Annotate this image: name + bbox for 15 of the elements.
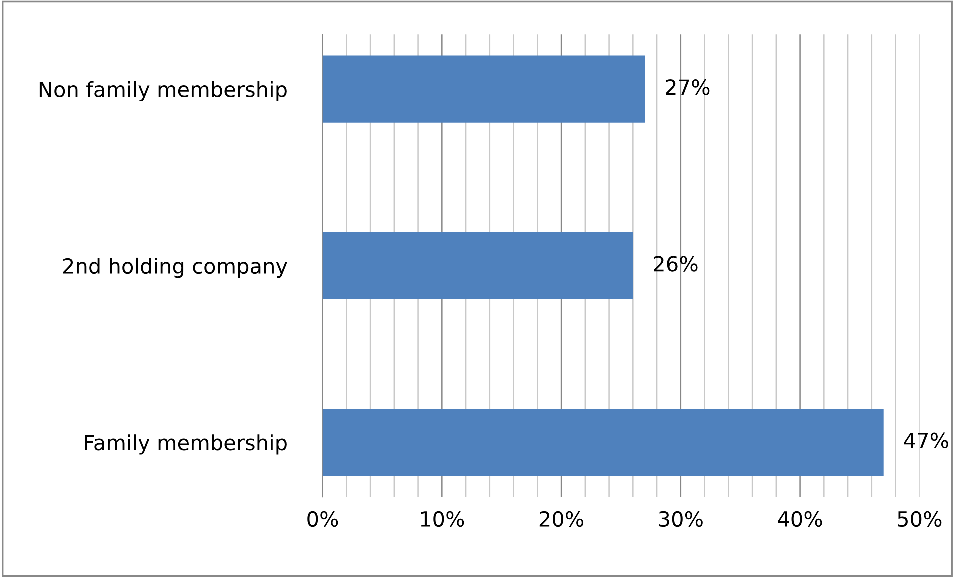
- y-tick-label: 2nd holding company: [63, 258, 288, 278]
- bar: [322, 56, 646, 123]
- x-tick-label: 20%: [540, 511, 584, 528]
- y-tick-label: Non family membership: [40, 81, 287, 102]
- data-label: 26%: [654, 256, 698, 272]
- y-tick-label: Family membership: [85, 434, 287, 455]
- x-tick-label: 0%: [308, 511, 338, 528]
- x-tick-label: 50%: [898, 511, 942, 528]
- x-tick-label: 10%: [421, 511, 464, 528]
- bar: [322, 232, 634, 300]
- x-tick-label: 40%: [778, 511, 822, 528]
- data-label: 47%: [904, 432, 948, 449]
- data-label: 27%: [666, 80, 710, 96]
- bar: [322, 408, 884, 476]
- x-tick-label: 30%: [659, 511, 703, 528]
